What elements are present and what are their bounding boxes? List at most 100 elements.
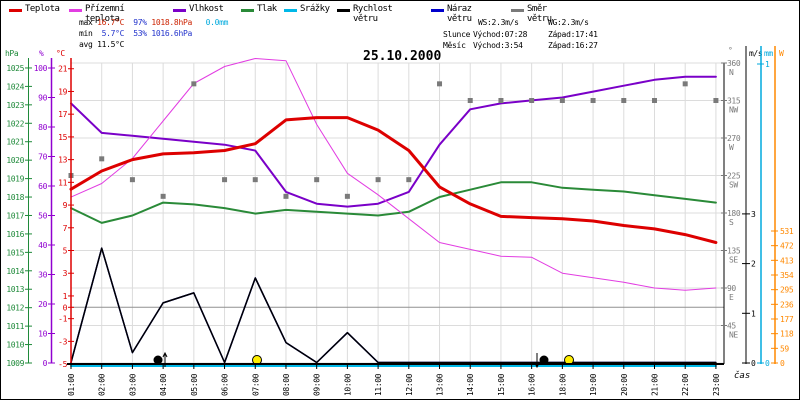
x-tick-label: 12:00 xyxy=(405,373,414,396)
svg-text:3: 3 xyxy=(751,210,756,219)
rychlost-line xyxy=(70,247,717,364)
svg-text:59: 59 xyxy=(780,344,789,353)
x-tick-label: 01:00 xyxy=(67,373,76,396)
wind-direction-point xyxy=(344,193,350,199)
x-tick-label: 15:00 xyxy=(497,373,506,396)
min-temperature: 5.7°C xyxy=(101,29,125,38)
svg-text:1022: 1022 xyxy=(6,119,24,128)
svg-text:90: 90 xyxy=(38,94,47,103)
svg-text:45: 45 xyxy=(727,322,736,331)
svg-text:15: 15 xyxy=(58,133,67,142)
svg-text:NW: NW xyxy=(729,106,738,115)
moon-label: Měsíc xyxy=(443,41,466,50)
x-tick-label: 13:00 xyxy=(436,373,445,396)
svg-text:1: 1 xyxy=(63,292,68,301)
avg-label: avg xyxy=(79,40,93,49)
pressure-axis: hPa 1025 1024 1023 1022 1021 1020 1019 1018 1017 1… xyxy=(5,49,32,368)
svg-text:531: 531 xyxy=(780,227,794,236)
wind-gust-stat: WG:2.3m/s xyxy=(548,18,589,27)
max-humidity: 97% xyxy=(133,18,147,27)
svg-text:118: 118 xyxy=(780,330,794,339)
temperature-axis: °C 21 19 17 15 13 11 9 7 5 3 1 0 -1 -3 -5 xyxy=(56,49,74,369)
svg-text:7: 7 xyxy=(63,224,68,233)
wind-direction-point xyxy=(191,81,197,87)
svg-text:1017: 1017 xyxy=(6,211,24,220)
stats-min-row: min 5.7°C 53% 1016.6hPa xyxy=(79,29,192,38)
svg-text:5: 5 xyxy=(63,247,68,256)
svg-text:NE: NE xyxy=(729,331,738,340)
svg-text:SW: SW xyxy=(729,181,738,190)
x-tick-label: 22:00 xyxy=(681,373,690,396)
svg-text:1020: 1020 xyxy=(6,156,24,165)
svg-text:236: 236 xyxy=(780,300,794,309)
sunset-time: Západ:17:41 xyxy=(548,30,598,39)
svg-text:0: 0 xyxy=(780,359,785,368)
wind-direction-point xyxy=(590,98,596,104)
svg-text:1: 1 xyxy=(765,60,770,69)
svg-text:1: 1 xyxy=(751,309,756,318)
legend-item-label: Náraz větru xyxy=(447,4,472,24)
svg-text:17: 17 xyxy=(58,110,67,119)
legend-color-dash xyxy=(511,9,524,12)
x-tick-label: 08:00 xyxy=(282,373,291,396)
svg-text:21: 21 xyxy=(58,65,67,74)
legend-color-dash xyxy=(284,9,297,12)
legend-item-label: Srážky xyxy=(300,4,330,14)
svg-text:1018: 1018 xyxy=(6,193,24,202)
min-pressure: 1016.6hPa xyxy=(151,29,192,38)
wind-direction-point xyxy=(129,177,135,183)
svg-text:hPa: hPa xyxy=(5,49,19,58)
x-tick-label: 09:00 xyxy=(313,373,322,396)
svg-text:40: 40 xyxy=(38,241,47,250)
svg-text:1015: 1015 xyxy=(6,248,24,257)
svg-text:360: 360 xyxy=(727,59,741,68)
wind-direction-point xyxy=(222,177,228,183)
wind-direction-point xyxy=(99,156,105,162)
x-tick-label: 20:00 xyxy=(620,373,629,396)
svg-text:0: 0 xyxy=(63,303,68,312)
wind-speed-stat: WS:2.3m/s xyxy=(478,18,519,27)
legend-color-dash xyxy=(9,9,22,12)
vlhkost-line xyxy=(70,75,717,208)
legend-item-label: Tlak xyxy=(257,4,277,14)
wind-direction-point xyxy=(713,98,719,104)
svg-text:11: 11 xyxy=(58,178,67,187)
svg-text:90: 90 xyxy=(727,284,736,293)
svg-text:1014: 1014 xyxy=(6,267,24,276)
naraz-line xyxy=(70,247,717,364)
wind-speed-axis: m/s 3 2 1 0 xyxy=(742,46,763,368)
svg-text:472: 472 xyxy=(780,242,794,251)
sun-label: Slunce xyxy=(443,30,471,39)
svg-text:°C: °C xyxy=(56,49,65,58)
x-tick-label: 16:00 xyxy=(528,373,537,396)
max-precipitation: 0.0mm xyxy=(205,18,229,27)
svg-text:%: % xyxy=(39,49,44,58)
legend-item-label: Vlhkost xyxy=(189,4,224,14)
moonset-time: Západ:16:27 xyxy=(548,41,598,50)
stats-avg-row: avg 11.5°C xyxy=(79,40,125,49)
svg-text:225: 225 xyxy=(727,172,741,181)
wind-direction-point xyxy=(406,177,412,183)
prizemni-line xyxy=(70,58,717,291)
wind-direction-point xyxy=(498,98,504,104)
svg-text:80: 80 xyxy=(38,123,47,132)
svg-text:0: 0 xyxy=(751,359,756,368)
svg-text:0: 0 xyxy=(43,359,48,368)
legend-item-label: Rychlost větru xyxy=(353,4,393,24)
svg-text:20: 20 xyxy=(38,300,47,309)
legend-item-label: Teplota xyxy=(25,4,60,14)
stats-max-row: max 16.7°C 97% 1018.8hPa 0.0mm xyxy=(79,18,228,27)
svg-text:-1: -1 xyxy=(58,315,67,324)
svg-text:180: 180 xyxy=(727,209,741,218)
moonrise-time: Východ:3:54 xyxy=(473,41,523,50)
legend-color-dash xyxy=(431,9,444,12)
wind-direction-point xyxy=(651,98,657,104)
x-tick-label: 03:00 xyxy=(128,373,137,396)
svg-text:1009: 1009 xyxy=(6,359,24,368)
x-tick-label: 04:00 xyxy=(159,373,168,396)
svg-text:1019: 1019 xyxy=(6,175,24,184)
svg-text:135: 135 xyxy=(727,247,741,256)
x-tick-label: 06:00 xyxy=(221,373,230,396)
svg-text:413: 413 xyxy=(780,256,794,265)
